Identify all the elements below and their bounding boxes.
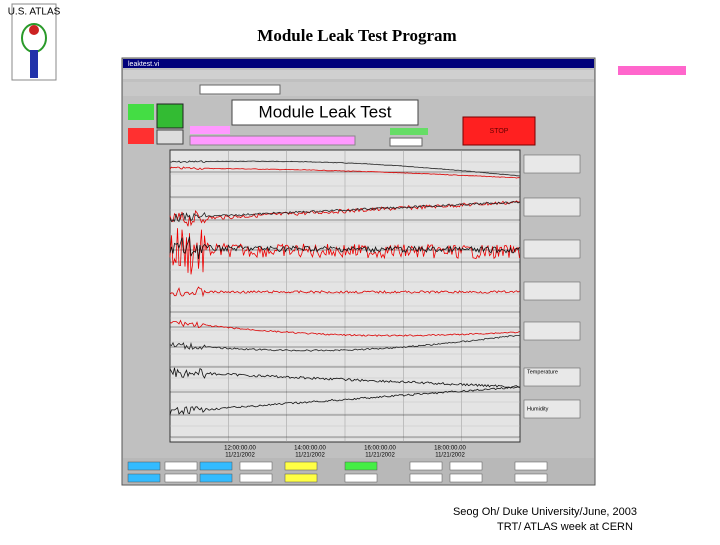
numeric-field[interactable]	[389, 137, 423, 147]
legend-box	[523, 197, 581, 217]
stop-button[interactable]	[462, 116, 536, 146]
x-tick-date: 11/21/2002	[295, 453, 325, 459]
trace	[169, 236, 520, 260]
logo-figure	[30, 50, 38, 78]
control-field[interactable]	[284, 473, 318, 483]
x-tick-date: 11/21/2002	[225, 453, 255, 459]
control-field[interactable]	[344, 461, 378, 471]
menu-bar	[123, 70, 594, 79]
slide-title: Module Leak Test Program	[257, 26, 456, 45]
footer-line: TRT/ ATLAS week at CERN	[497, 521, 633, 533]
red-indicator	[128, 128, 154, 144]
control-field[interactable]	[239, 461, 273, 471]
control-field[interactable]	[344, 473, 378, 483]
window-title: leaktest.vi	[128, 61, 160, 68]
control-field[interactable]	[164, 461, 198, 471]
control-field[interactable]	[127, 461, 161, 471]
footer-line: Seog Oh/ Duke University/June, 2003	[453, 506, 637, 518]
logo-head	[29, 25, 39, 35]
green-button[interactable]	[156, 103, 184, 129]
trace	[169, 367, 520, 389]
control-field[interactable]	[449, 473, 483, 483]
panel-title: Module Leak Test	[259, 102, 392, 121]
control-field[interactable]	[409, 461, 443, 471]
green-indicator	[128, 104, 154, 120]
trace	[169, 160, 520, 177]
trace	[169, 201, 520, 223]
button[interactable]	[156, 129, 184, 145]
x-tick-label: 14:00:00.00	[294, 446, 326, 452]
x-tick-label: 12:00:00.00	[224, 446, 256, 452]
legend-label: Temperature	[527, 369, 558, 375]
legend-box	[523, 281, 581, 301]
trace	[169, 228, 520, 275]
toolbar	[123, 82, 594, 96]
x-tick-label: 16:00:00.00	[364, 446, 396, 452]
x-tick-date: 11/21/2002	[365, 453, 395, 459]
legend-box	[523, 239, 581, 259]
legend-box	[523, 367, 581, 387]
control-field[interactable]	[514, 473, 548, 483]
trace	[169, 335, 520, 352]
pink-bar	[618, 66, 686, 75]
control-field[interactable]	[127, 473, 161, 483]
x-tick-label: 18:00:00.00	[434, 446, 466, 452]
trace	[169, 166, 520, 179]
trace	[169, 386, 520, 415]
legend-box	[523, 399, 581, 419]
control-field[interactable]	[239, 473, 273, 483]
stop-label: STOP	[490, 128, 509, 135]
logo-text: U.S. ATLAS	[8, 7, 61, 18]
control-field[interactable]	[449, 461, 483, 471]
control-field[interactable]	[284, 461, 318, 471]
panel-title-box	[231, 99, 419, 126]
trace	[169, 319, 520, 337]
control-field[interactable]	[199, 461, 233, 471]
title-bar	[123, 59, 594, 68]
file-path[interactable]	[189, 135, 356, 146]
x-tick-date: 11/21/2002	[435, 453, 465, 459]
control-field[interactable]	[199, 473, 233, 483]
path-label	[190, 126, 230, 134]
legend-label: Humidity	[527, 406, 549, 412]
screenshot: leaktest.vi Module Leak Test STOP Temper…	[121, 57, 596, 486]
control-field[interactable]	[409, 473, 443, 483]
trace	[169, 286, 520, 298]
control-field[interactable]	[164, 473, 198, 483]
legend-box	[523, 321, 581, 341]
control-field[interactable]	[514, 461, 548, 471]
legend-box	[523, 154, 581, 174]
toolbar-field[interactable]	[199, 84, 281, 95]
field-label	[390, 128, 428, 135]
